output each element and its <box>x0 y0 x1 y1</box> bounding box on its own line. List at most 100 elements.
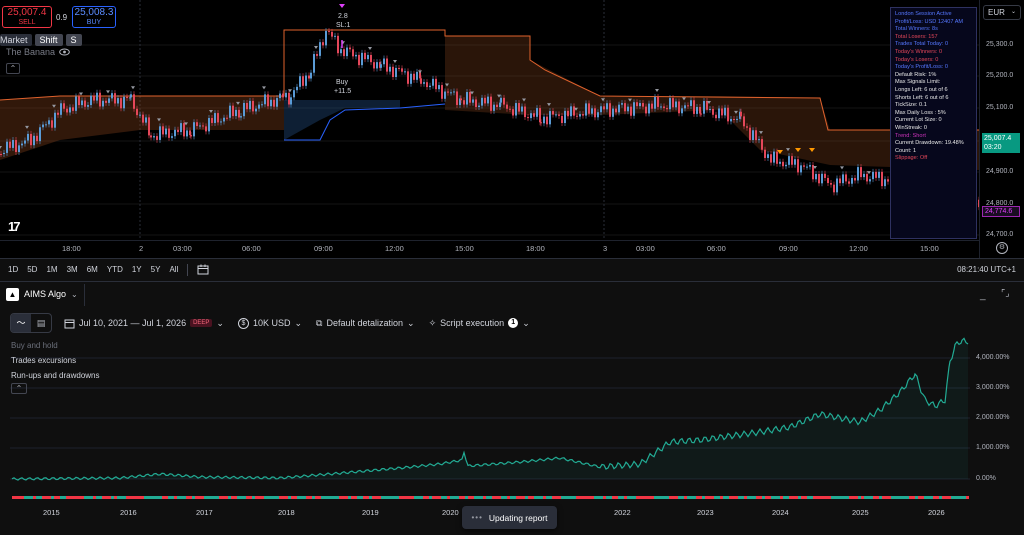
candle-body <box>767 154 769 158</box>
price-chart[interactable]: 2.8 SL:1 Buy +11.5 25,007.4 SELL 0.9 25,008… <box>0 0 1024 258</box>
candle-body <box>594 108 596 118</box>
capital-selector[interactable]: $ 10K USD ⌄ <box>237 317 302 329</box>
candle-body <box>770 154 772 163</box>
candle-body <box>490 96 492 111</box>
calendar-icon[interactable] <box>197 264 209 275</box>
equity-curve-chart[interactable] <box>0 282 1024 535</box>
candle-body <box>24 140 26 144</box>
signal-marker <box>813 166 817 170</box>
trade-excursion-mark <box>369 496 372 499</box>
indicator-legend[interactable]: The Banana <box>6 47 70 57</box>
equity-line <box>11 337 969 481</box>
trade-excursion-mark <box>375 496 378 499</box>
candle-body <box>782 161 784 167</box>
year-tick-label: 2023 <box>697 508 714 517</box>
candle-body <box>202 125 204 127</box>
candle-body <box>718 108 720 119</box>
trade-excursion-mark <box>753 496 756 499</box>
range-button-1m[interactable]: 1M <box>46 265 58 274</box>
price-axis[interactable]: EUR ⌄ 25,300.025,200.025,100.025,000.024… <box>979 0 1024 258</box>
s-key-badge[interactable]: S <box>65 33 82 46</box>
trade-excursion-mark <box>660 496 663 499</box>
range-button-3m[interactable]: 3M <box>66 265 78 274</box>
trade-excursion-mark <box>777 496 780 499</box>
market-order-label[interactable]: Market <box>0 33 32 46</box>
auto-scale-button[interactable]: ⚙ <box>996 242 1008 254</box>
trade-excursion-mark <box>42 496 45 499</box>
candle-body <box>854 178 856 181</box>
candle-body <box>459 98 461 105</box>
currency-selector[interactable]: EUR ⌄ <box>983 5 1021 20</box>
updating-report-toast: ••• Updating report <box>462 506 557 529</box>
collapse-legend-button[interactable]: ⌃ <box>6 63 20 74</box>
collapse-legend-button[interactable]: ⌃ <box>11 383 27 394</box>
trade-excursion-mark <box>813 496 816 499</box>
candle-body <box>687 105 689 107</box>
candle-body <box>33 135 35 146</box>
range-button-all[interactable]: All <box>169 265 179 274</box>
equity-tick-label: 3,000.00% <box>976 384 1010 391</box>
time-axis[interactable]: 18:00 2 03:00 06:00 09:00 12:00 15:00 18:00 3 03:… <box>0 240 979 258</box>
table-view-icon[interactable]: ▤ <box>36 318 46 328</box>
candle-body <box>618 104 620 113</box>
maximize-icon[interactable]: ⌜⌟ <box>1001 288 1010 298</box>
legend-runups-drawdowns[interactable]: Run-ups and drawdowns <box>11 371 100 380</box>
signal-marker <box>25 125 29 129</box>
equity-tick-label: 2,000.00% <box>976 414 1010 421</box>
trade-excursion-mark <box>213 496 216 499</box>
date-range-selector[interactable]: Jul 10, 2021 — Jul 1, 2026 DEEP ⌄ <box>64 318 224 329</box>
trade-excursion-mark <box>750 496 753 499</box>
candle-body <box>42 124 44 128</box>
trade-excursion-mark <box>795 496 798 499</box>
range-button-6m[interactable]: 6M <box>86 265 98 274</box>
trade-excursion-mark <box>435 496 438 499</box>
sell-button[interactable]: 25,007.4 SELL <box>2 6 52 28</box>
buy-signal-label: Buy <box>336 79 349 86</box>
signal-marker <box>867 171 871 175</box>
range-button-ytd[interactable]: YTD <box>106 265 123 274</box>
trade-excursion-mark <box>897 496 900 499</box>
range-button-1y[interactable]: 1Y <box>131 265 142 274</box>
candle-body <box>824 173 826 178</box>
trade-excursion-mark <box>228 496 231 499</box>
candle-body <box>223 117 225 122</box>
legend-trades-excursions[interactable]: Trades excursions <box>11 356 77 365</box>
shift-key-badge[interactable]: Shift <box>34 33 63 46</box>
candle-body <box>706 100 708 110</box>
price-chart-canvas[interactable]: 2.8 SL:1 Buy +11.5 <box>0 0 979 240</box>
clock[interactable]: 08:21:40 UTC+1 <box>957 265 1016 274</box>
range-button-5y[interactable]: 5Y <box>150 265 161 274</box>
signal-marker <box>106 90 110 94</box>
trade-excursion-mark <box>408 496 411 499</box>
chevron-down-icon[interactable]: ⌄ <box>71 289 78 299</box>
trade-excursion-mark <box>183 496 186 499</box>
candle-body <box>240 116 242 118</box>
candle-body <box>699 106 701 114</box>
candle-body <box>833 184 835 193</box>
trade-excursion-mark <box>786 496 789 499</box>
detalization-selector[interactable]: ⧉ Default detalization ⌄ <box>316 318 415 329</box>
tab-aims-algo[interactable]: ▲ AIMS Algo ⌄ <box>4 286 84 304</box>
candle-body <box>9 141 11 148</box>
candle-body <box>788 156 790 165</box>
buy-button[interactable]: 25,008.3 BUY <box>72 6 116 28</box>
minimize-icon[interactable]: _ <box>980 290 986 301</box>
range-button-5d[interactable]: 5D <box>27 265 38 274</box>
signal-marker <box>262 86 266 90</box>
trade-excursion-mark <box>831 496 834 499</box>
script-execution-selector[interactable]: ✧ Script execution 1 ⌄ <box>429 318 530 329</box>
trade-excursion-mark <box>609 496 612 499</box>
candle-body <box>776 151 778 164</box>
candle-body <box>530 113 532 119</box>
range-button-1d[interactable]: 1D <box>8 265 19 274</box>
signal-marker <box>184 122 188 126</box>
eye-icon[interactable] <box>59 48 70 56</box>
candle-body <box>438 85 440 90</box>
trade-excursion-mark <box>501 496 504 499</box>
trade-excursion-mark <box>930 496 933 499</box>
trade-excursion-mark <box>72 496 75 499</box>
candle-body <box>630 106 632 116</box>
chart-view-icon[interactable]: 〜 <box>11 314 31 332</box>
legend-buy-and-hold[interactable]: Buy and hold <box>11 341 58 350</box>
trade-excursion-mark <box>687 496 690 499</box>
